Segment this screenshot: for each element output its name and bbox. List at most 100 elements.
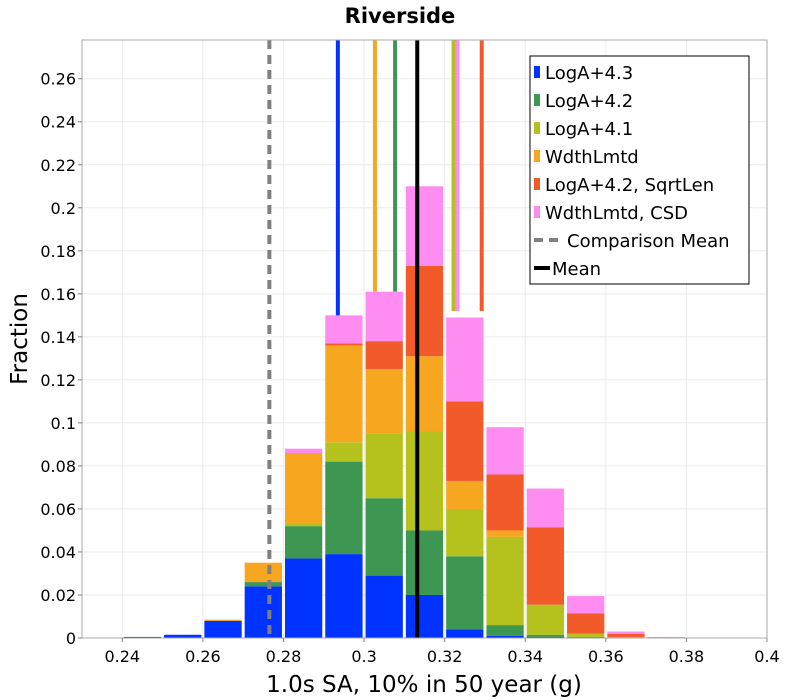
plot-frame xyxy=(81,39,768,639)
bar-segment-loga-4-2-sqrtlen xyxy=(325,343,363,346)
bar-segment-loga-4-3 xyxy=(204,620,242,638)
bar-segment-loga-4-1 xyxy=(567,633,605,637)
bar-segment-loga-4-3 xyxy=(365,575,403,638)
bar-segment-loga-4-1 xyxy=(365,433,403,499)
y-tick-label: 0.04 xyxy=(40,543,76,562)
bar-segment-wdthlmtd-csd xyxy=(446,317,484,402)
y-tick-label: 0.08 xyxy=(40,457,76,476)
bar-segment-wdthlmtd-csd xyxy=(284,448,323,454)
bar-segment-loga-4-2-sqrtlen xyxy=(567,613,605,634)
bar-segment-wdthlmtd-csd xyxy=(647,636,685,638)
y-tick-label: 0.22 xyxy=(40,156,76,175)
legend-swatch xyxy=(534,66,540,78)
x-tick-label: 0.32 xyxy=(427,647,463,666)
legend: LogA+4.3 LogA+4.2 LogA+4.1 WdthLmtd LogA+4.2… xyxy=(529,55,750,285)
x-tick-label: 0.38 xyxy=(669,647,705,666)
y-tick-label: 0.06 xyxy=(40,500,76,519)
mean-lines xyxy=(267,40,484,638)
bar-segment-wdthlmtd xyxy=(204,619,242,621)
x-tick-label: 0.3 xyxy=(351,647,376,666)
bar-segment-loga-4-3 xyxy=(244,586,282,638)
bar-segment-loga-4-2-sqrtlen xyxy=(405,265,444,357)
legend-label: LogA+4.2 xyxy=(545,91,633,112)
bar-segment-wdthlmtd xyxy=(446,480,484,509)
bar-segment-loga-4-2-sqrtlen xyxy=(526,527,565,605)
x-axis: 0.24 0.26 0.28 0.3 0.32 0.34 0.36 0.38 0.4 xyxy=(104,638,780,666)
x-tick-label: 0.26 xyxy=(185,647,221,666)
bar-segment-wdthlmtd-csd xyxy=(607,631,645,634)
y-tick-label: 0.02 xyxy=(40,586,76,605)
x-tick-label: 0.36 xyxy=(588,647,624,666)
bar-segment-wdthlmtd-csd xyxy=(567,596,605,614)
bar-segment-loga-4-1 xyxy=(405,431,444,531)
bar-segment-loga-4-1 xyxy=(325,442,363,462)
legend-label: Comparison Mean xyxy=(567,231,730,252)
y-tick-label: 0.24 xyxy=(40,113,76,132)
bars xyxy=(123,186,726,638)
chart-title: Riverside xyxy=(345,4,456,28)
y-tick-label: 0 xyxy=(66,629,76,648)
y-tick-label: 0.12 xyxy=(40,371,76,390)
bar-segment-loga-4-3 xyxy=(405,594,444,638)
bar-segment-loga-4-1 xyxy=(526,604,565,635)
bar-segment-loga-4-1 xyxy=(284,523,323,527)
bar-segment-wdthlmtd-csd xyxy=(325,315,363,344)
legend-swatch xyxy=(534,122,540,134)
bar-segment-loga-4-3 xyxy=(526,636,565,638)
bar-segment-loga-4-2 xyxy=(526,634,565,637)
x-tick-label: 0.4 xyxy=(754,647,779,666)
bar-segment-loga-4-2 xyxy=(284,526,323,559)
bar-segment-loga-4-2 xyxy=(567,636,605,638)
legend-label: LogA+4.2, SqrtLen xyxy=(545,175,714,196)
legend-swatch xyxy=(534,94,540,106)
legend-label: LogA+4.3 xyxy=(545,63,633,84)
y-tick-label: 0.16 xyxy=(40,285,76,304)
x-axis-label: 1.0s SA, 10% in 50 year (g) xyxy=(266,672,582,698)
legend-box xyxy=(529,55,750,285)
bar-segment-loga-4-1 xyxy=(607,636,645,638)
bar-segment-wdthlmtd-csd xyxy=(365,291,403,342)
bar-segment-loga-4-1 xyxy=(446,508,484,557)
bar-segment-loga-4-2 xyxy=(365,498,403,576)
y-axis: 0 0.02 0.04 0.06 0.08 0.1 0.12 0.14 0.16 0.18 0.2 0… xyxy=(40,70,82,648)
bar-segment-loga-4-3 xyxy=(325,554,363,638)
bar-segment-loga-4-2 xyxy=(244,582,282,587)
legend-swatch xyxy=(534,150,540,162)
legend-swatch xyxy=(534,206,540,218)
bar-segment-loga-4-1 xyxy=(486,536,524,626)
bar-segment-loga-4-2-sqrtlen xyxy=(365,341,403,370)
legend-label: Mean xyxy=(552,259,601,280)
bar-segment-loga-4-2 xyxy=(486,625,524,636)
bar-segment-wdthlmtd-csd xyxy=(486,427,524,475)
bar-segment-loga-4-2 xyxy=(325,461,363,555)
legend-swatch xyxy=(534,178,540,190)
x-tick-label: 0.28 xyxy=(266,647,302,666)
legend-label: WdthLmtd, CSD xyxy=(545,203,688,224)
bar-segment-loga-4-3 xyxy=(123,636,162,638)
bar-segment-loga-4-3 xyxy=(486,635,524,638)
bar-segment-wdthlmtd xyxy=(325,345,363,443)
y-tick-label: 0.2 xyxy=(51,199,76,218)
bar-segment-wdthlmtd xyxy=(486,530,524,537)
bar-segment-loga-4-2 xyxy=(446,556,484,630)
y-tick-label: 0.1 xyxy=(51,414,76,433)
bar-segment-loga-4-2-sqrtlen xyxy=(607,633,645,637)
bar-segment-loga-4-3 xyxy=(164,634,202,638)
x-tick-label: 0.24 xyxy=(104,647,140,666)
y-tick-label: 0.14 xyxy=(40,328,76,347)
bar-segment-wdthlmtd xyxy=(365,369,403,434)
bar-segment-loga-4-3 xyxy=(284,558,323,638)
bar-segment-wdthlmtd xyxy=(244,562,282,583)
legend-label: LogA+4.1 xyxy=(545,119,633,140)
bar-segment-wdthlmtd xyxy=(284,453,323,524)
bar-segment-loga-4-2-sqrtlen xyxy=(486,474,524,531)
bar-segment-loga-4-3 xyxy=(446,629,484,638)
y-tick-label: 0.26 xyxy=(40,70,76,89)
bar-segment-wdthlmtd xyxy=(405,356,444,432)
bar-segment-loga-4-2 xyxy=(405,530,444,595)
y-tick-label: 0.18 xyxy=(40,242,76,261)
bar-segment-wdthlmtd-csd xyxy=(405,186,444,266)
x-tick-label: 0.34 xyxy=(507,647,543,666)
bar-segment-wdthlmtd-csd xyxy=(526,488,565,528)
